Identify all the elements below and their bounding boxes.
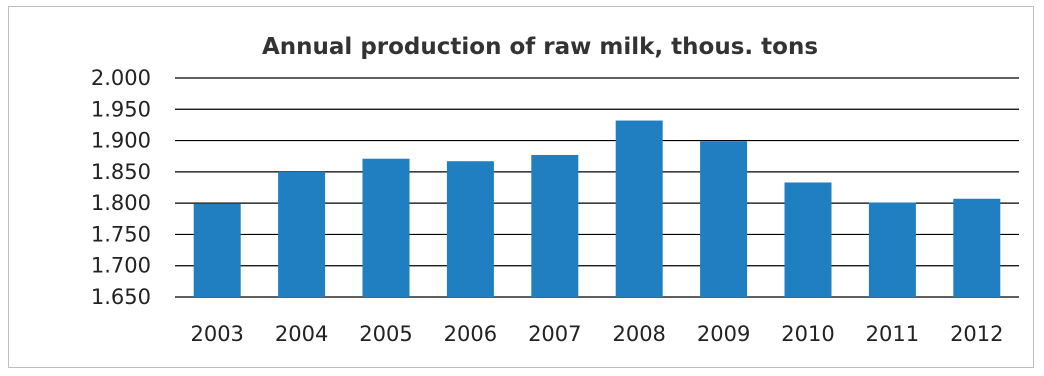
chart-title: Annual production of raw milk, thous. to… (262, 34, 818, 60)
x-tick-label: 2009 (697, 322, 750, 346)
x-tick-label: 2007 (528, 322, 581, 346)
y-tick-label: 1.850 (91, 160, 151, 184)
bar-2006 (446, 161, 494, 297)
bar-2007 (531, 154, 579, 297)
y-tick-label: 2.000 (91, 66, 151, 90)
x-tick-label: 2006 (444, 322, 497, 346)
bar-2012 (953, 198, 1001, 297)
x-tick-label: 2012 (950, 322, 1003, 346)
y-tick-label: 1.700 (91, 254, 151, 278)
bar-2009 (700, 141, 748, 297)
bar-2010 (784, 182, 832, 297)
bar-chart: Annual production of raw milk, thous. to… (91, 34, 1019, 346)
y-axis-tick-labels: 1.650 1.700 1.750 1.800 1.850 1.900 1.950 2.000 (91, 66, 151, 309)
x-tick-label: 2005 (359, 322, 412, 346)
y-tick-label: 1.650 (91, 285, 151, 309)
y-tick-label: 1.800 (91, 191, 151, 215)
x-tick-label: 2010 (781, 322, 834, 346)
bar-2003 (193, 203, 241, 297)
bar-2004 (278, 171, 326, 297)
x-tick-label: 2004 (275, 322, 328, 346)
bar-2011 (868, 202, 916, 297)
x-tick-label: 2003 (190, 322, 243, 346)
bar-2008 (615, 120, 663, 297)
x-tick-label: 2008 (612, 322, 665, 346)
y-tick-label: 1.900 (91, 129, 151, 153)
y-tick-label: 1.750 (91, 222, 151, 246)
bar-2005 (362, 158, 410, 297)
x-axis-tick-labels: 2003 2004 2005 2006 2007 2008 2009 2010 2011 2012 (190, 322, 1003, 346)
x-tick-label: 2011 (866, 322, 919, 346)
bars (193, 120, 1001, 297)
y-tick-label: 1.950 (91, 97, 151, 121)
chart-frame: Annual production of raw milk, thous. to… (8, 6, 1034, 368)
